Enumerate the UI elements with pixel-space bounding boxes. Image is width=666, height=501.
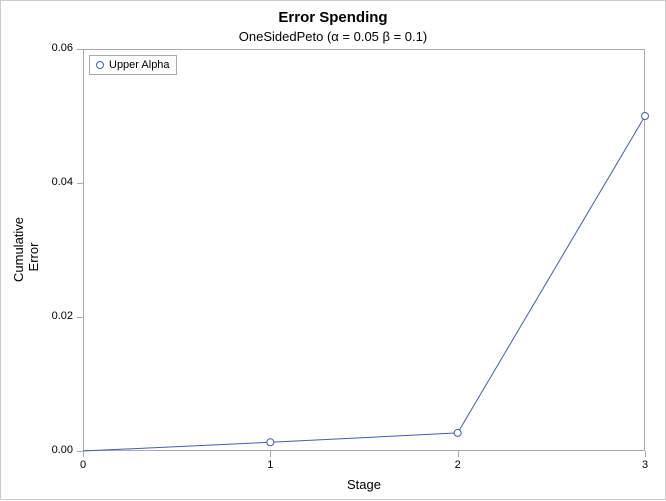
y-tick-mark xyxy=(77,49,83,50)
x-tick-mark xyxy=(270,451,271,457)
legend-label: Upper Alpha xyxy=(109,59,170,71)
y-axis-label: Cumulative Error xyxy=(11,232,41,282)
x-tick-mark xyxy=(458,451,459,457)
chart-container: Error Spending OneSidedPeto (α = 0.05 β … xyxy=(0,0,666,500)
x-tick-mark xyxy=(83,451,84,457)
y-tick-label: 0.04 xyxy=(33,176,73,188)
legend-marker-circle-icon xyxy=(96,61,104,69)
y-tick-mark xyxy=(77,317,83,318)
x-axis-label: Stage xyxy=(83,477,645,492)
x-tick-label: 3 xyxy=(630,459,660,471)
x-tick-label: 0 xyxy=(68,459,98,471)
x-tick-label: 2 xyxy=(443,459,473,471)
data-point-marker xyxy=(454,429,461,436)
y-tick-label: 0.00 xyxy=(33,444,73,456)
data-point-marker xyxy=(642,113,649,120)
data-point-marker xyxy=(267,439,274,446)
legend: Upper Alpha xyxy=(89,55,177,75)
chart-svg xyxy=(1,1,666,501)
y-tick-label: 0.02 xyxy=(33,310,73,322)
y-tick-label: 0.06 xyxy=(33,42,73,54)
x-tick-mark xyxy=(645,451,646,457)
line-series xyxy=(83,116,645,451)
y-tick-mark xyxy=(77,183,83,184)
x-tick-label: 1 xyxy=(255,459,285,471)
